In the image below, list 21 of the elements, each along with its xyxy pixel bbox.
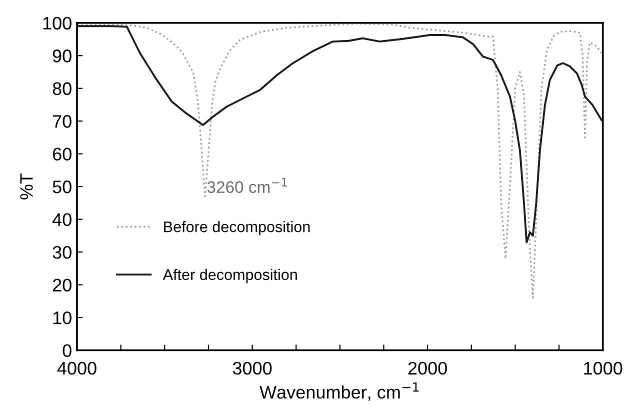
legend-label: After decomposition bbox=[162, 268, 297, 284]
y-tick-label: 0 bbox=[62, 344, 72, 357]
y-tick-label: 40 bbox=[52, 213, 72, 226]
x-tick-label: 3000 bbox=[232, 362, 272, 375]
y-tick-label: 70 bbox=[52, 115, 72, 128]
x-tick-label: 4000 bbox=[57, 362, 96, 375]
y-tick-label: 60 bbox=[52, 148, 72, 161]
x-axis-title: Wavenumber, cm$^{−1}$ bbox=[260, 382, 419, 401]
y-tick-label: 20 bbox=[52, 278, 72, 292]
y-axis-title: %T bbox=[20, 173, 33, 200]
y-tick-label: 80 bbox=[52, 82, 72, 96]
x-tick-label: 2000 bbox=[408, 362, 447, 375]
y-tick-label: 90 bbox=[52, 50, 72, 62]
y-tick-label: 30 bbox=[52, 246, 72, 259]
y-tick-label: 50 bbox=[52, 180, 72, 194]
line-series bbox=[77, 25, 603, 244]
legend-label: Before decomposition bbox=[164, 221, 310, 236]
y-tick-label: 100 bbox=[43, 16, 72, 30]
y-tick-label: 10 bbox=[53, 311, 72, 324]
annotation: 3260 cm$^{−1}$ bbox=[207, 178, 287, 193]
x-tick-label: 1000 bbox=[584, 362, 622, 375]
